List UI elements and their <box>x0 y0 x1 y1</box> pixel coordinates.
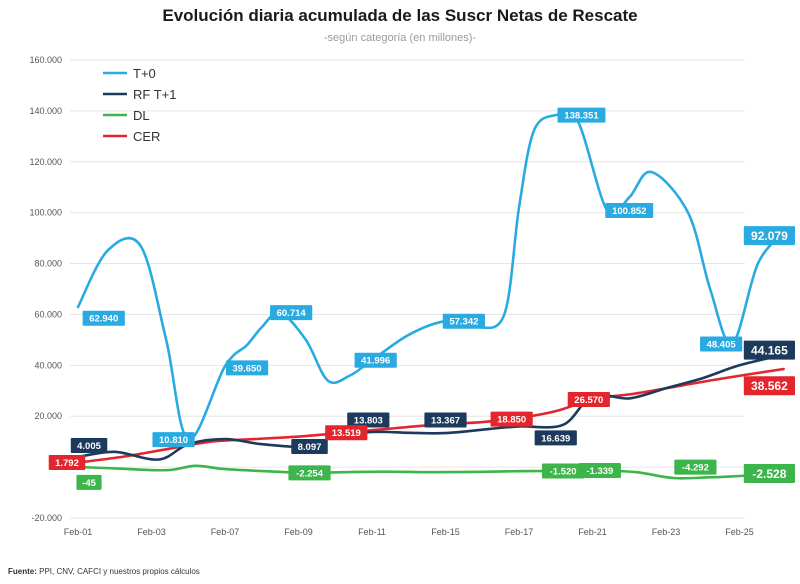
data-label: 4.005 <box>77 441 101 452</box>
data-label-box <box>567 392 610 408</box>
y-tick-label: 40.000 <box>34 360 62 370</box>
data-label: 57.342 <box>449 317 478 328</box>
data-label: 92.079 <box>751 229 788 243</box>
data-label-box <box>291 439 328 455</box>
y-tick-label: 80.000 <box>34 259 62 269</box>
data-label-box <box>743 226 795 246</box>
legend-label-cer: CER <box>133 129 160 144</box>
source-text: PPI, CNV, CAFCI y nuestros propios cálcu… <box>39 567 200 576</box>
data-label-box <box>225 360 269 376</box>
x-tick-label: Feb-17 <box>505 527 534 537</box>
data-label-box <box>152 432 195 448</box>
data-label-box <box>70 437 108 453</box>
data-label-box <box>354 352 397 368</box>
data-label-box <box>442 313 485 329</box>
data-label-box <box>542 463 585 479</box>
data-label: 13.519 <box>332 428 361 439</box>
y-tick-label: 100.000 <box>29 208 62 218</box>
data-label-box <box>288 465 331 481</box>
data-label: 38.562 <box>751 379 788 393</box>
x-tick-label: Feb-09 <box>284 527 313 537</box>
data-label: -45 <box>82 478 96 489</box>
data-label: -1.339 <box>586 466 613 477</box>
y-tick-label: -20.000 <box>31 513 62 523</box>
x-tick-label: Feb-11 <box>358 527 386 537</box>
data-label-box <box>674 459 717 475</box>
data-label-box <box>325 425 368 441</box>
series-line-t-0 <box>76 110 785 441</box>
data-label-box <box>490 411 533 427</box>
data-label: -2.254 <box>296 468 324 479</box>
y-tick-label: 160.000 <box>29 55 62 65</box>
data-label: 39.650 <box>233 363 262 374</box>
data-label-box <box>743 376 795 396</box>
data-label-box <box>82 310 125 326</box>
data-label: 8.097 <box>298 442 322 453</box>
data-label: -4.292 <box>682 463 709 474</box>
data-label: -1.520 <box>550 466 577 477</box>
data-label: 138.351 <box>564 111 599 122</box>
series-line-dl <box>76 464 785 480</box>
y-tick-label: 20.000 <box>34 411 62 421</box>
data-label: 18.850 <box>497 415 526 426</box>
data-label-box <box>270 305 313 321</box>
data-label-box <box>700 336 743 352</box>
data-label: 100.852 <box>612 206 646 217</box>
x-tick-label: Feb-07 <box>211 527 240 537</box>
data-label: 44.165 <box>751 343 788 357</box>
source-label: Fuente: <box>8 567 37 576</box>
data-label-box <box>743 464 795 484</box>
data-label-box <box>48 455 86 471</box>
data-label-box <box>743 340 795 360</box>
data-label: 41.996 <box>361 356 390 367</box>
data-label-box <box>578 463 621 479</box>
chart-title: Evolución diaria acumulada de las Suscr … <box>162 6 638 25</box>
data-label-box <box>347 412 390 428</box>
y-tick-label: 140.000 <box>29 106 62 116</box>
x-tick-label: Feb-03 <box>137 527 166 537</box>
data-label: 16.639 <box>541 433 570 444</box>
x-tick-label: Feb-23 <box>652 527 681 537</box>
data-label: 62.940 <box>89 314 118 325</box>
data-label-box <box>605 202 654 218</box>
legend-label-dl: DL <box>133 108 150 123</box>
legend-label-rf-t-1: RF T+1 <box>133 87 176 102</box>
source-note: Fuente: PPI, CNV, CAFCI y nuestros propi… <box>8 567 200 576</box>
data-label: -2.528 <box>752 467 786 481</box>
data-label: 10.810 <box>159 435 188 446</box>
chart-subtitle: -según categoría (en millones)- <box>323 32 477 44</box>
data-label: 13.803 <box>354 415 383 426</box>
data-label: 13.367 <box>431 415 460 426</box>
y-tick-label: 120.000 <box>29 157 62 167</box>
y-tick-label: 60.000 <box>34 309 62 319</box>
legend-label-t-0: T+0 <box>133 66 156 81</box>
data-label: 26.570 <box>574 395 603 406</box>
x-tick-label: Feb-21 <box>578 527 607 537</box>
data-label: 1.792 <box>55 458 79 469</box>
data-label-box <box>557 107 606 123</box>
data-label-box <box>76 474 102 490</box>
data-label: 60.714 <box>277 308 307 319</box>
data-label: 48.405 <box>707 339 737 350</box>
x-tick-label: Feb-15 <box>431 527 460 537</box>
x-tick-label: Feb-01 <box>64 527 93 537</box>
x-tick-label: Feb-25 <box>725 527 754 537</box>
data-label-box <box>424 412 467 428</box>
data-label-box <box>534 430 577 446</box>
